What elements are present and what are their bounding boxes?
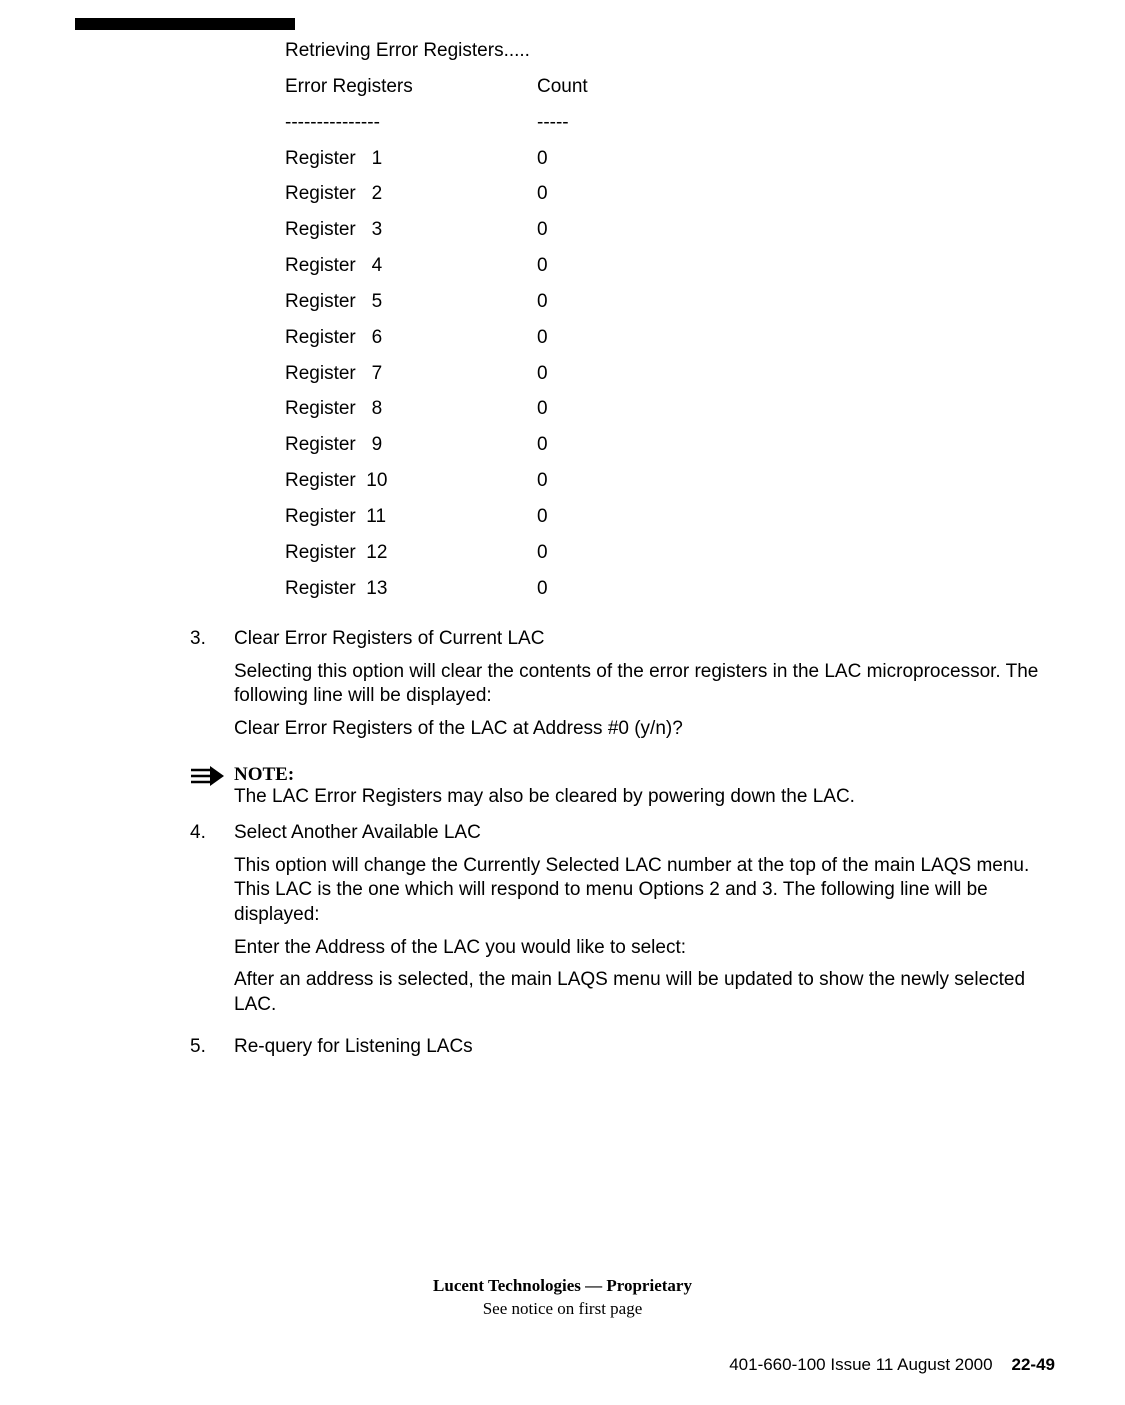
header-black-bar [75,18,295,30]
page-content: Retrieving Error Registers..... Error Re… [0,40,1125,1078]
table-row: Register 12 [285,542,505,564]
table-row: Register 2 [285,183,505,205]
list-number: 5. [190,1036,234,1058]
footer-notice: See notice on first page [483,1299,643,1318]
list-number: 4. [190,822,234,844]
table-row: 0 [505,434,585,456]
list-item-3: 3. Clear Error Registers of Current LAC … [190,628,1055,750]
table-row: Register 5 [285,291,505,313]
registers-col-header-right: Count [505,76,585,98]
note-text: The LAC Error Registers may also be clea… [234,786,855,807]
registers-dashes-right: ----- [505,112,585,134]
table-row: 0 [505,291,585,313]
item3-para1: Selecting this option will clear the con… [234,660,1054,709]
list-item-4: 4. Select Another Available LAC This opt… [190,822,1055,1026]
registers-dashes-left: --------------- [285,112,505,134]
numbered-list: 3. Clear Error Registers of Current LAC … [190,628,1055,1068]
table-row: Register 11 [285,506,505,528]
note-block: NOTE: The LAC Error Registers may also b… [190,764,1055,808]
table-row: Register 4 [285,255,505,277]
note-label: NOTE: [234,764,294,785]
item4-para1: This option will change the Currently Se… [234,854,1054,928]
table-row: Register 10 [285,470,505,492]
note-arrow-icon [190,764,234,786]
table-row: 0 [505,578,585,600]
registers-table: Error Registers Count --------------- --… [285,76,1055,600]
item4-title: Select Another Available LAC [234,822,1054,844]
item5-title: Re-query for Listening LACs [234,1036,1054,1058]
footer-proprietary: Lucent Technologies — Proprietary [433,1276,692,1295]
table-row: Register 8 [285,398,505,420]
table-row: 0 [505,398,585,420]
table-row: Register 6 [285,327,505,349]
table-row: 0 [505,363,585,385]
table-row: 0 [505,219,585,241]
table-row: 0 [505,183,585,205]
table-row: Register 9 [285,434,505,456]
table-row: 0 [505,148,585,170]
item4-para2: Enter the Address of the LAC you would l… [234,936,1054,961]
table-row: 0 [505,542,585,564]
table-row: Register 1 [285,148,505,170]
error-registers-block: Retrieving Error Registers..... Error Re… [285,40,1055,600]
table-row: 0 [505,506,585,528]
footer-center: Lucent Technologies — Proprietary See no… [0,1275,1125,1321]
footer-right: 401-660-100 Issue 11 August 2000 22-49 [729,1355,1055,1375]
item4-para3: After an address is selected, the main L… [234,968,1054,1017]
table-row: 0 [505,470,585,492]
table-row: 0 [505,255,585,277]
table-row: Register 3 [285,219,505,241]
registers-col-header-left: Error Registers [285,76,505,98]
table-row: 0 [505,327,585,349]
item3-title: Clear Error Registers of Current LAC [234,628,1054,650]
table-row: Register 13 [285,578,505,600]
item3-para2: Clear Error Registers of the LAC at Addr… [234,717,1054,742]
list-number: 3. [190,628,234,650]
footer-page-number: 22-49 [1012,1355,1055,1374]
footer-issue: 401-660-100 Issue 11 August 2000 [729,1355,992,1374]
registers-heading: Retrieving Error Registers..... [285,40,1055,62]
table-row: Register 7 [285,363,505,385]
list-item-5: 5. Re-query for Listening LACs [190,1036,1055,1068]
